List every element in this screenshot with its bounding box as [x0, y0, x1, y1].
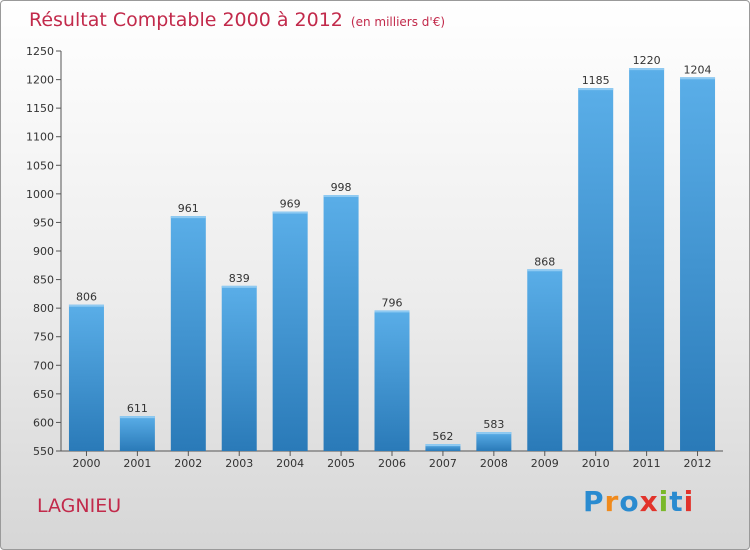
y-tick-label: 850: [33, 274, 54, 287]
logo-letter: i: [683, 485, 695, 518]
y-tick-label: 1100: [26, 131, 54, 144]
x-tick-label: 2005: [327, 457, 355, 470]
bar: [221, 285, 257, 451]
bar-highlight: [323, 195, 359, 197]
x-tick-label: 2007: [429, 457, 457, 470]
y-tick-label: 1000: [26, 188, 54, 201]
chart-title: Résultat Comptable 2000 à 2012 (en millie…: [29, 9, 446, 31]
y-tick-label: 550: [33, 445, 54, 458]
y-tick-label: 1150: [26, 102, 54, 115]
bar: [119, 416, 155, 451]
y-tick-label: 1200: [26, 74, 54, 87]
bar-highlight: [527, 269, 563, 272]
bar: [527, 269, 563, 451]
bar-highlight: [272, 211, 308, 214]
y-tick-label: 650: [33, 388, 54, 401]
y-tick-label: 1250: [26, 45, 54, 58]
logo-letter: t: [669, 485, 684, 518]
y-tick-label: 900: [33, 245, 54, 258]
bar: [374, 310, 410, 451]
x-tick-label: 2002: [174, 457, 202, 470]
x-tick-label: 2009: [531, 457, 559, 470]
bar: [629, 68, 665, 452]
bar-highlight: [629, 68, 665, 71]
x-tick-label: 2000: [72, 457, 100, 470]
bar-value-label: 806: [76, 291, 97, 304]
bar-highlight: [680, 77, 716, 80]
bar: [680, 77, 716, 452]
bar-value-label: 998: [331, 181, 352, 194]
location-label: LAGNIEU: [37, 495, 122, 517]
bar: [323, 195, 359, 451]
bar-value-label: 1185: [582, 74, 610, 87]
x-tick-label: 2008: [480, 457, 508, 470]
bar-highlight: [476, 432, 512, 435]
bar-highlight: [119, 416, 155, 419]
logo-letter: r: [604, 485, 620, 518]
x-tick-label: 2012: [684, 457, 712, 470]
bar: [578, 88, 614, 452]
bar-highlight: [425, 444, 461, 447]
bar-value-label: 1204: [684, 63, 712, 76]
logo-letter: o: [619, 485, 640, 518]
logo-letter: x: [639, 485, 659, 518]
y-tick-label: 600: [33, 416, 54, 429]
bar-highlight: [170, 216, 206, 219]
bar: [68, 304, 104, 451]
logo-letter: i: [658, 485, 670, 518]
bar-value-label: 1220: [633, 54, 661, 67]
bar: [170, 216, 206, 451]
bar-value-label: 562: [432, 430, 453, 443]
x-tick-label: 2006: [378, 457, 406, 470]
chart-subtitle: (en milliers d'€): [350, 15, 446, 29]
x-tick-label: 2010: [582, 457, 610, 470]
bar-value-label: 868: [534, 255, 555, 268]
y-tick-label: 700: [33, 359, 54, 372]
y-tick-label: 750: [33, 331, 54, 344]
y-tick-label: 800: [33, 302, 54, 315]
bar-highlight: [374, 310, 410, 313]
bar-value-label: 969: [280, 198, 301, 211]
x-tick-label: 2011: [633, 457, 661, 470]
proxiti-logo: Proxiti: [583, 485, 694, 518]
logo-letter: P: [583, 485, 605, 518]
bar-value-label: 583: [483, 418, 504, 431]
y-tick-label: 1050: [26, 159, 54, 172]
bar: [476, 432, 512, 451]
x-tick-label: 2004: [276, 457, 304, 470]
bar-highlight: [221, 285, 257, 288]
bar: [425, 444, 461, 451]
x-tick-label: 2001: [123, 457, 151, 470]
bar-highlight: [578, 88, 614, 91]
bar: [272, 211, 308, 451]
x-tick-label: 2003: [225, 457, 253, 470]
bar-value-label: 961: [178, 202, 199, 215]
y-tick-label: 950: [33, 216, 54, 229]
bar-value-label: 611: [127, 402, 148, 415]
bar-highlight: [68, 304, 104, 307]
bar-value-label: 839: [229, 272, 250, 285]
bar-value-label: 796: [382, 296, 403, 309]
